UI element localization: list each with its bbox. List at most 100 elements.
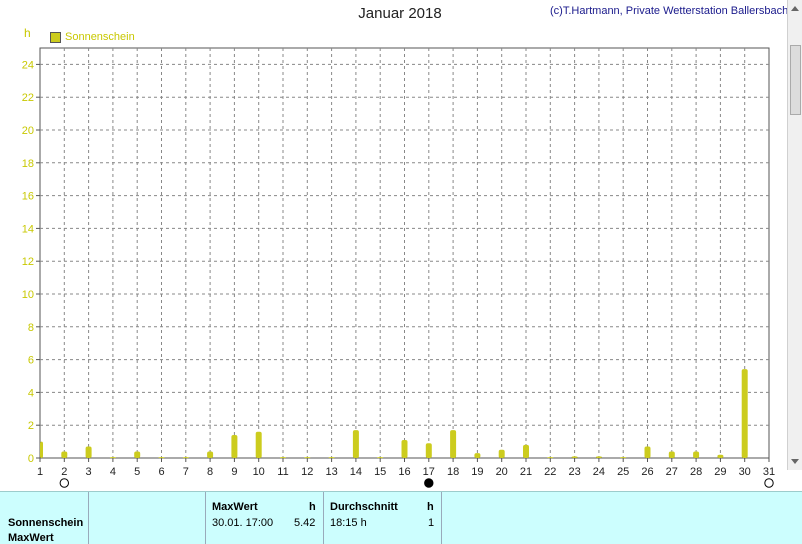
x-tick-label: 21 <box>520 466 532 478</box>
legend-label: Sonnenschein <box>65 31 135 43</box>
x-tick-label: 2 <box>61 466 67 478</box>
bar <box>450 430 457 458</box>
bar <box>571 456 578 458</box>
bar <box>425 443 432 458</box>
x-tick-label: 7 <box>183 466 189 478</box>
y-tick-label: 2 <box>28 420 34 432</box>
x-tick-label: 13 <box>325 466 337 478</box>
avg-count: 1 <box>428 517 435 529</box>
x-tick-label: 1 <box>37 466 43 478</box>
bar <box>498 449 505 458</box>
bar <box>741 369 748 458</box>
bar <box>182 457 189 459</box>
bar <box>717 454 724 458</box>
vertical-scrollbar[interactable] <box>787 0 802 470</box>
x-tick-label: 6 <box>158 466 164 478</box>
scroll-thumb[interactable] <box>790 45 801 115</box>
y-tick-label: 18 <box>22 158 34 170</box>
x-tick-label: 29 <box>714 466 726 478</box>
x-tick-label: 30 <box>739 466 751 478</box>
x-tick-label: 8 <box>207 466 213 478</box>
max-unit: h <box>309 501 316 513</box>
stats-row-label: MaxWert <box>8 532 54 544</box>
max-when: 30.01. 17:00 <box>212 517 274 529</box>
bar <box>85 446 92 458</box>
x-tick-label: 24 <box>593 466 605 478</box>
y-tick-label: 10 <box>22 289 34 301</box>
full-moon-icon <box>764 478 774 488</box>
x-tick-label: 22 <box>544 466 556 478</box>
x-tick-label: 10 <box>253 466 265 478</box>
bar <box>40 441 43 458</box>
bar <box>523 444 529 458</box>
x-tick-label: 12 <box>301 466 313 478</box>
scroll-up-icon[interactable] <box>791 6 799 11</box>
y-tick-label: 14 <box>22 223 34 235</box>
bar <box>280 457 286 459</box>
x-tick-label: 15 <box>374 466 386 478</box>
bar <box>328 457 335 459</box>
x-tick-label: 26 <box>641 466 653 478</box>
x-tick-label: 31 <box>763 466 775 478</box>
bar <box>304 457 311 459</box>
x-tick-label: 23 <box>568 466 580 478</box>
x-tick-label: 16 <box>398 466 410 478</box>
x-tick-label: 3 <box>86 466 92 478</box>
x-tick-label: 9 <box>231 466 237 478</box>
bar <box>474 453 481 458</box>
bar <box>377 457 384 459</box>
bar <box>547 457 554 459</box>
x-tick-label: 19 <box>471 466 483 478</box>
bar <box>158 457 165 459</box>
bar <box>668 451 675 458</box>
x-tick-label: 11 <box>277 466 288 478</box>
avg-value: 18:15 h <box>330 517 367 529</box>
y-tick-label: 16 <box>22 191 34 203</box>
x-tick-label: 27 <box>666 466 678 478</box>
y-axis-unit: h <box>24 26 31 40</box>
y-tick-label: 22 <box>22 92 34 104</box>
y-tick-label: 8 <box>28 322 34 334</box>
bar <box>231 435 238 458</box>
y-tick-label: 20 <box>22 125 34 137</box>
x-tick-label: 28 <box>690 466 702 478</box>
x-tick-label: 25 <box>617 466 629 478</box>
bar <box>401 439 408 458</box>
y-tick-label: 24 <box>22 59 34 71</box>
bar <box>134 451 141 458</box>
legend: Sonnenschein <box>50 31 135 43</box>
scroll-down-icon[interactable] <box>791 459 799 464</box>
y-tick-label: 6 <box>28 355 34 367</box>
bar <box>595 456 602 458</box>
avg-unit: h <box>427 501 434 513</box>
x-tick-label: 20 <box>496 466 508 478</box>
stats-label-column: Sonnenschein MaxWert <box>0 492 89 544</box>
bar <box>693 451 700 458</box>
bar <box>207 451 214 458</box>
chart-title: Januar 2018 <box>358 5 442 22</box>
stats-row-label: Sonnenschein <box>8 517 84 529</box>
bar <box>109 457 116 459</box>
x-tick-label: 17 <box>423 466 435 478</box>
bar <box>255 431 262 458</box>
max-value: 5.42 <box>294 517 316 529</box>
new-moon-icon <box>424 478 434 488</box>
legend-swatch <box>50 31 61 43</box>
y-tick-label: 0 <box>28 453 34 465</box>
credit-text: (c)T.Hartmann, Private Wetterstation Bal… <box>550 5 789 17</box>
x-tick-label: 14 <box>350 466 362 478</box>
avg-header: Durchschnitt <box>330 501 398 513</box>
bar <box>352 430 359 458</box>
bar <box>620 457 627 459</box>
stats-empty-column <box>88 492 206 544</box>
y-tick-label: 12 <box>22 256 34 268</box>
x-tick-label: 4 <box>110 466 116 478</box>
stats-max-column: MaxWert h 30.01. 17:00 5.42 <box>205 492 324 544</box>
x-tick-label: 5 <box>134 466 140 478</box>
bar <box>61 451 68 458</box>
x-tick-label: 18 <box>447 466 459 478</box>
stats-panel: Sonnenschein MaxWert MaxWert h 30.01. 17… <box>0 491 802 544</box>
full-moon-icon <box>59 478 70 488</box>
stats-avg-column: Durchschnitt h 18:15 h 1 <box>323 492 442 544</box>
